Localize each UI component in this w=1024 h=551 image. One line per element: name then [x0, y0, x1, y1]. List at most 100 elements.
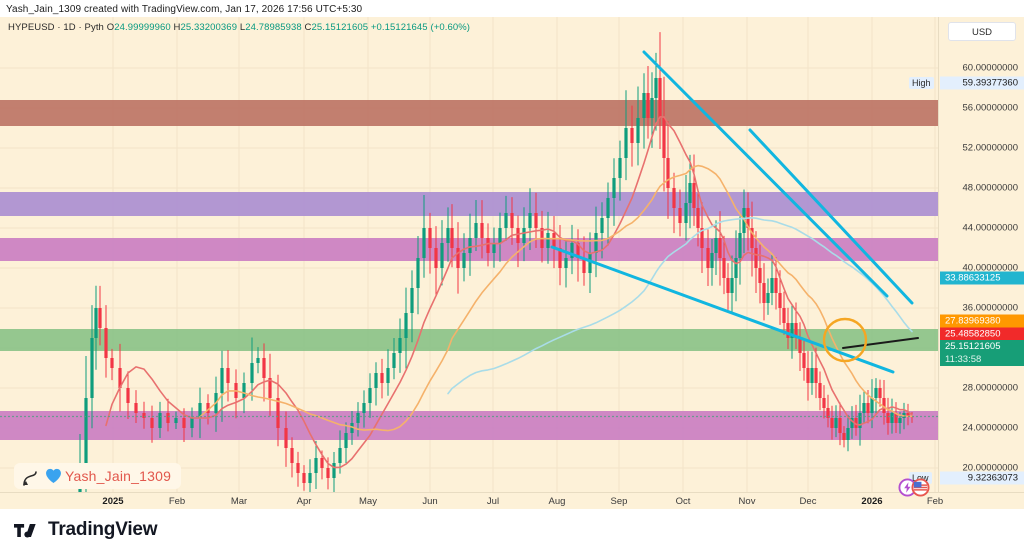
chart-plot[interactable]	[0, 17, 938, 492]
zone-resistance-purple[interactable]	[0, 192, 938, 216]
price-axis[interactable]: USD 60.00000000 56.00000000 52.00000000 48.…	[909, 17, 1024, 509]
candle-body[interactable]	[870, 398, 874, 413]
candle-body[interactable]	[886, 413, 890, 423]
candle-body[interactable]	[576, 243, 580, 258]
zone-resistance-brown[interactable]	[0, 100, 938, 126]
candle-body[interactable]	[276, 398, 280, 428]
candle-body[interactable]	[890, 413, 894, 423]
candle-body[interactable]	[646, 93, 650, 118]
candle-body[interactable]	[906, 413, 910, 416]
candle-body[interactable]	[422, 228, 426, 258]
candle-body[interactable]	[84, 398, 88, 468]
candle-body[interactable]	[150, 418, 154, 428]
candle-body[interactable]	[564, 258, 568, 268]
ma-price-label-2[interactable]: 27.83969380	[940, 314, 1024, 328]
candle-body[interactable]	[802, 353, 806, 368]
candle-body[interactable]	[350, 423, 354, 433]
candle-body[interactable]	[846, 428, 850, 440]
candle-body[interactable]	[510, 213, 514, 228]
candle-body[interactable]	[480, 223, 484, 238]
candle-body[interactable]	[738, 233, 742, 258]
candle-body[interactable]	[678, 208, 682, 223]
candle-body[interactable]	[692, 183, 696, 208]
candle-body[interactable]	[666, 158, 670, 188]
candle-body[interactable]	[166, 413, 170, 423]
candle-body[interactable]	[814, 368, 818, 383]
candle-body[interactable]	[392, 353, 396, 368]
candle-body[interactable]	[850, 418, 854, 428]
zone-support-green[interactable]	[0, 329, 938, 351]
candle-body[interactable]	[734, 258, 738, 278]
candle-body[interactable]	[398, 338, 402, 353]
candle-body[interactable]	[522, 228, 526, 243]
candle-body[interactable]	[684, 203, 688, 223]
candle-body[interactable]	[456, 248, 460, 268]
candle-body[interactable]	[308, 473, 312, 483]
candle-body[interactable]	[516, 228, 520, 243]
candlestick-series[interactable]	[50, 32, 914, 492]
candle-body[interactable]	[834, 418, 838, 428]
candle-body[interactable]	[830, 418, 834, 428]
candle-body[interactable]	[570, 243, 574, 258]
candle-body[interactable]	[688, 183, 692, 203]
candle-body[interactable]	[428, 228, 432, 248]
candle-body[interactable]	[706, 248, 710, 268]
candle-body[interactable]	[798, 338, 802, 353]
candle-body[interactable]	[190, 418, 194, 428]
candle-body[interactable]	[624, 128, 628, 158]
candle-body[interactable]	[534, 213, 538, 228]
candle-body[interactable]	[468, 238, 472, 253]
candle-body[interactable]	[220, 368, 224, 393]
candle-body[interactable]	[284, 428, 288, 448]
candle-body[interactable]	[866, 403, 870, 413]
candle-body[interactable]	[474, 223, 478, 238]
candle-body[interactable]	[262, 358, 266, 378]
candle-body[interactable]	[826, 408, 830, 418]
candle-body[interactable]	[256, 358, 260, 363]
trendline-descending-resistance[interactable]	[642, 50, 889, 298]
candle-body[interactable]	[504, 213, 508, 228]
candle-body[interactable]	[332, 463, 336, 478]
candle-body[interactable]	[558, 248, 562, 268]
candle-body[interactable]	[714, 238, 718, 253]
candle-body[interactable]	[818, 383, 822, 398]
candle-body[interactable]	[410, 288, 414, 313]
candle-body[interactable]	[894, 413, 898, 423]
legend-exchange[interactable]: Pyth	[84, 22, 104, 33]
candle-body[interactable]	[142, 413, 146, 418]
candle-body[interactable]	[882, 398, 886, 413]
candle-body[interactable]	[794, 323, 798, 338]
candle-body[interactable]	[98, 308, 102, 328]
candle-body[interactable]	[134, 403, 138, 413]
candle-body[interactable]	[314, 458, 318, 473]
candle-body[interactable]	[636, 118, 640, 143]
candle-body[interactable]	[822, 398, 826, 408]
legend-interval[interactable]: 1D	[63, 22, 76, 33]
candle-body[interactable]	[642, 93, 646, 118]
candle-body[interactable]	[242, 383, 246, 398]
candle-body[interactable]	[126, 388, 130, 403]
candle-body[interactable]	[302, 473, 306, 483]
trendline-descending-channel-lower[interactable]	[748, 128, 914, 305]
candle-body[interactable]	[528, 213, 532, 228]
trendlines[interactable]	[550, 50, 919, 374]
candle-body[interactable]	[654, 78, 658, 98]
candle-body[interactable]	[588, 253, 592, 273]
candle-body[interactable]	[182, 418, 186, 428]
candle-body[interactable]	[206, 403, 210, 413]
candle-body[interactable]	[774, 278, 778, 293]
candle-body[interactable]	[268, 378, 272, 398]
candle-body[interactable]	[782, 308, 786, 323]
candle-body[interactable]	[450, 228, 454, 248]
candle-body[interactable]	[198, 403, 202, 418]
candle-body[interactable]	[404, 313, 408, 338]
time-axis[interactable]: 2025 Feb Mar Apr May Jun Jul Aug Sep Oct Nov Dec 202…	[0, 492, 1024, 509]
candle-body[interactable]	[854, 418, 858, 428]
chart-area[interactable]: USD 60.00000000 56.00000000 52.00000000 48.…	[0, 17, 1024, 509]
candle-body[interactable]	[750, 228, 754, 248]
candle-body[interactable]	[446, 228, 450, 243]
candle-body[interactable]	[718, 238, 722, 258]
candle-body[interactable]	[326, 468, 330, 478]
ma-price-label-3[interactable]: 25.48582850	[940, 327, 1024, 341]
candle-body[interactable]	[874, 388, 878, 398]
